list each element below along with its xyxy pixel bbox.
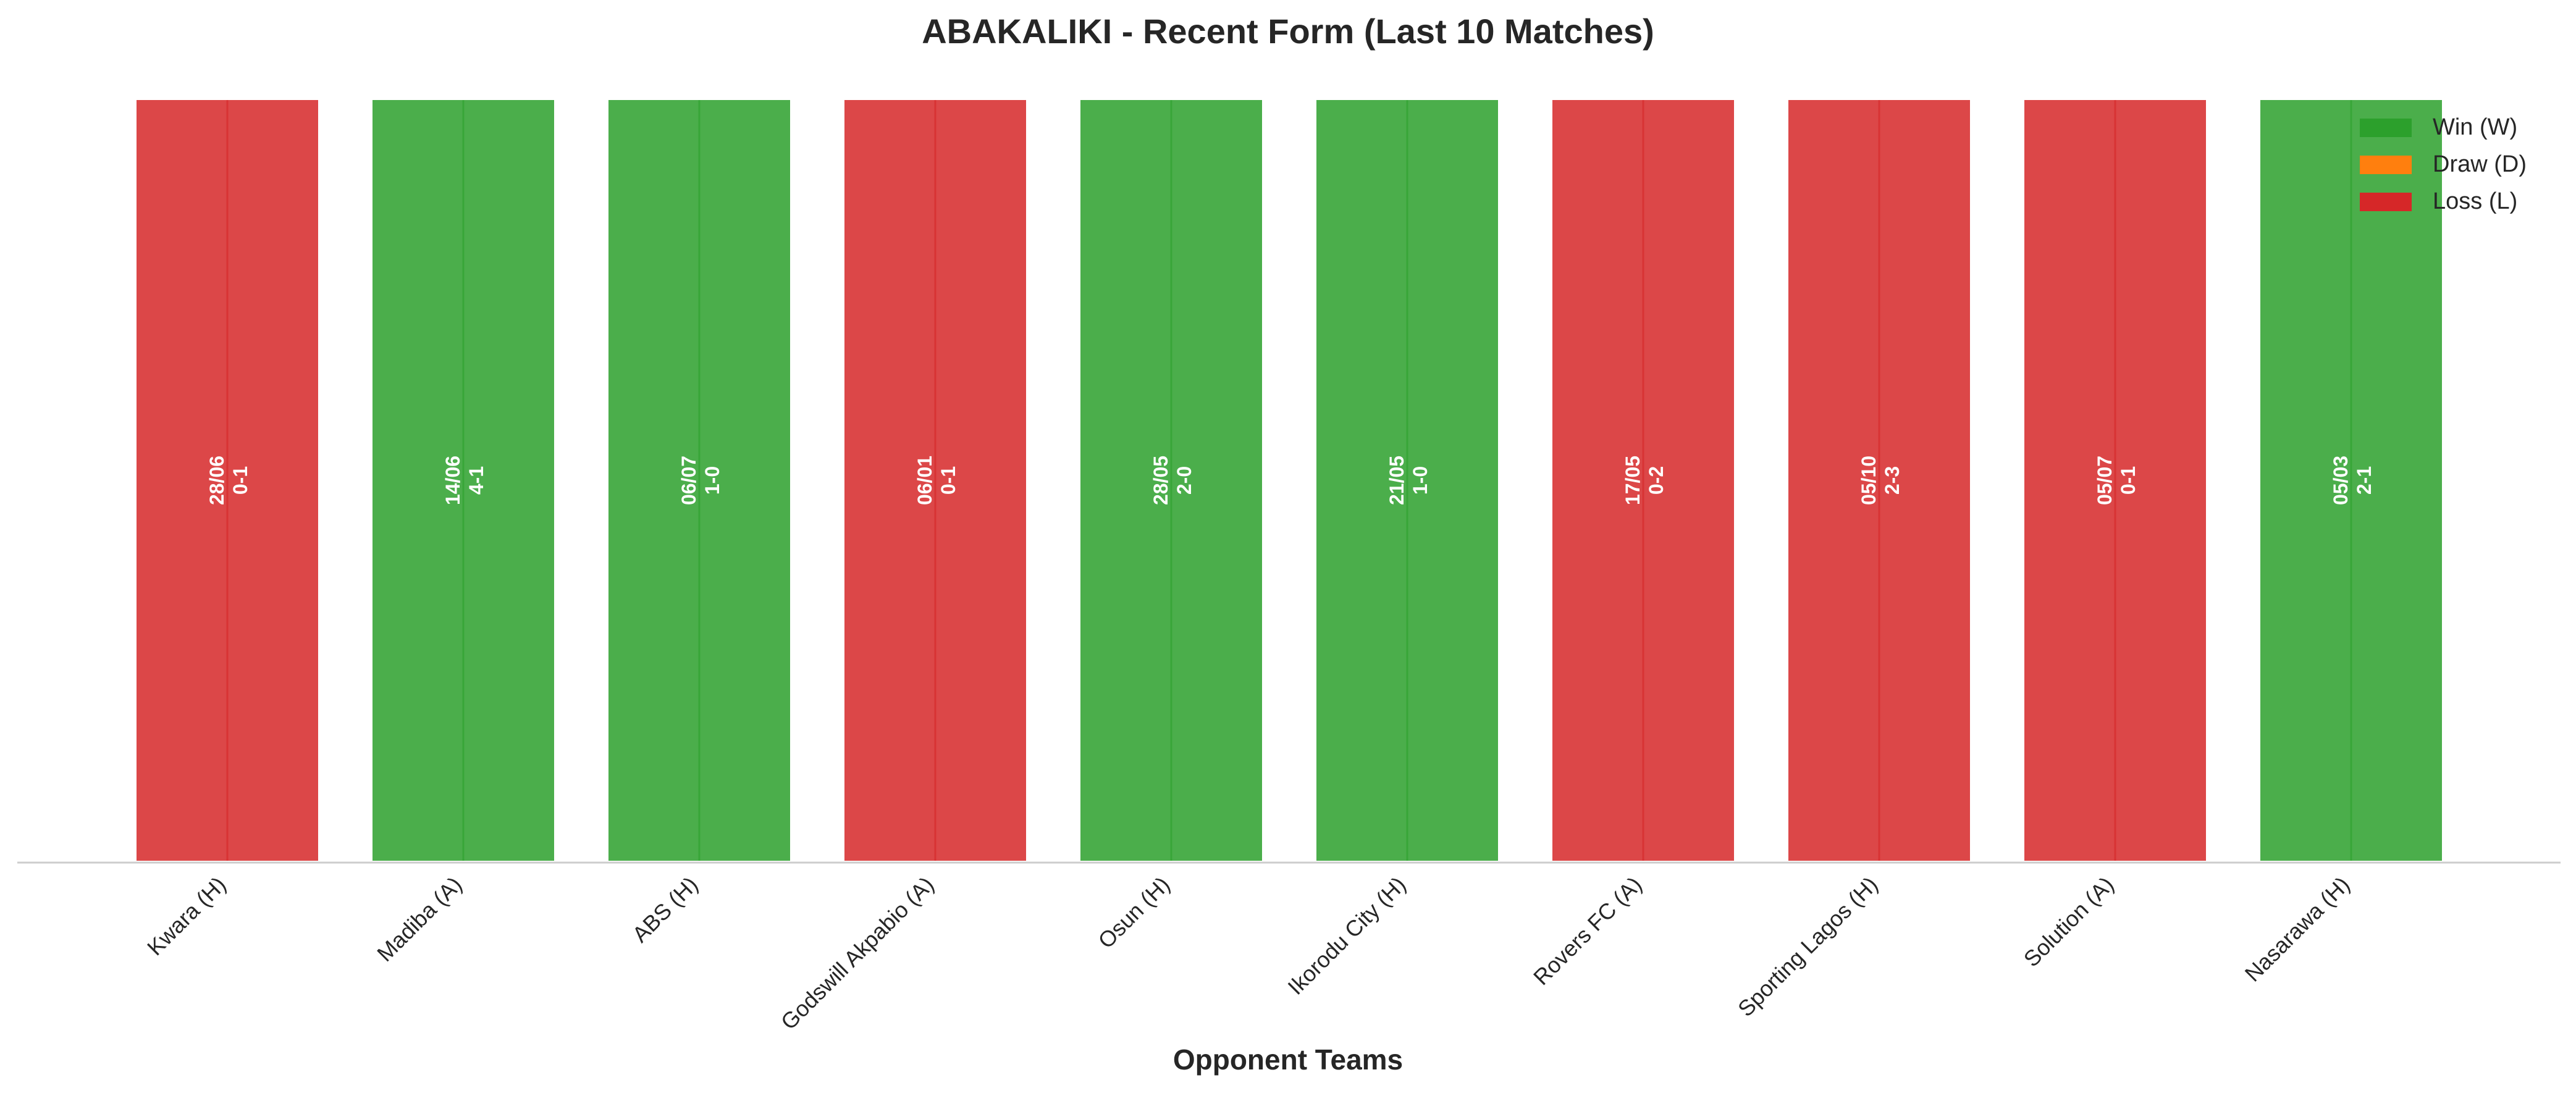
x-tick-label-5: Osun (H) <box>1093 872 1174 953</box>
x-tick-label-2: Madiba (A) <box>372 872 466 966</box>
bar-label-score: 2-1 <box>2353 466 2375 495</box>
bar-label-date: 28/05 <box>1150 456 1172 505</box>
bar-label-score: 4-1 <box>465 466 487 495</box>
bar-label-7: 17/050-2 <box>1622 456 1667 505</box>
bar-label-6: 21/051-0 <box>1386 456 1431 505</box>
legend-swatch-l <box>2360 193 2412 211</box>
bar-label-10: 05/032-1 <box>2330 456 2375 505</box>
bar-label-score: 0-1 <box>2117 466 2139 495</box>
bar-label-4: 06/010-1 <box>914 456 959 505</box>
bar-label-score: 0-2 <box>1645 466 1667 495</box>
x-tick-label-6: Ikorodu City (H) <box>1282 872 1410 1000</box>
bar-label-5: 28/052-0 <box>1150 456 1195 505</box>
bars-group <box>134 98 2444 863</box>
x-tick-label-8: Sporting Lagos (H) <box>1733 872 1883 1022</box>
bar-label-date: 06/07 <box>678 456 700 505</box>
bar-label-score: 2-3 <box>1881 466 1903 495</box>
legend-label-d: Draw (D) <box>2433 151 2527 177</box>
x-tick-label-9: Solution (A) <box>2019 872 2119 972</box>
x-tick-label-1: Kwara (H) <box>142 872 231 961</box>
x-tick-label-7: Rovers FC (A) <box>1528 872 1647 990</box>
bar-label-date: 28/06 <box>206 456 228 505</box>
x-tick-labels-group: Kwara (H) Madiba (A) ABS (H) Godswill Akpab… <box>142 872 2355 1035</box>
bar-label-8: 05/102-3 <box>1858 456 1903 505</box>
bar-label-date: 21/05 <box>1386 456 1408 505</box>
x-tick-label-3: ABS (H) <box>627 872 702 947</box>
bar-label-date: 17/05 <box>1622 456 1644 505</box>
bar-label-3: 06/071-0 <box>678 456 723 505</box>
legend-label-l: Loss (L) <box>2433 188 2517 214</box>
bar-label-date: 06/01 <box>914 456 936 505</box>
bar-label-score: 2-0 <box>1173 466 1195 495</box>
bar-label-date: 05/10 <box>1858 456 1880 505</box>
bar-label-score: 0-1 <box>229 466 251 495</box>
x-axis-label: Opponent Teams <box>1173 1044 1403 1076</box>
bar-label-score: 1-0 <box>701 466 723 495</box>
legend-label-w: Win (W) <box>2433 114 2517 140</box>
bar-label-date: 05/03 <box>2330 456 2352 505</box>
legend-swatch-d <box>2360 156 2412 174</box>
bar-label-2: 14/064-1 <box>442 456 487 505</box>
bar-label-date: 14/06 <box>442 456 464 505</box>
x-tick-label-4: Godswill Akpabio (A) <box>776 872 939 1035</box>
bar-labels-group: 28/060-1 14/064-1 06/071-0 06/010-1 28/052-0… <box>206 456 2375 505</box>
legend: Win (W) Draw (D) Loss (L) <box>2360 114 2527 214</box>
x-tick-label-10: Nasarawa (H) <box>2240 872 2355 987</box>
bar-label-1: 28/060-1 <box>206 456 251 505</box>
bar-label-score: 0-1 <box>937 466 959 495</box>
bar-label-score: 1-0 <box>1409 466 1431 495</box>
chart-title: ABAKALIKI - Recent Form (Last 10 Matches… <box>922 12 1654 51</box>
bar-label-date: 05/07 <box>2094 456 2116 505</box>
legend-swatch-w <box>2360 119 2412 137</box>
bar-label-9: 05/070-1 <box>2094 456 2139 505</box>
